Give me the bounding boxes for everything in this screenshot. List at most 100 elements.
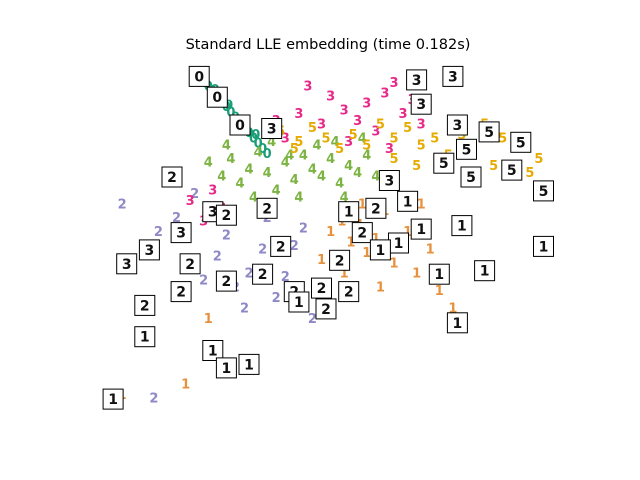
digit-label-0: 0 xyxy=(249,131,258,146)
digit-thumbnail: 2 xyxy=(179,253,201,275)
digit-label-4: 4 xyxy=(362,149,371,164)
digit-thumbnail: 1 xyxy=(397,190,419,212)
thumbnail-frame xyxy=(510,131,532,153)
digit-label-4: 4 xyxy=(217,170,226,185)
thumbnail-digit: 2 xyxy=(222,274,232,290)
thumbnail-frame xyxy=(102,388,124,410)
digit-label-1: 1 xyxy=(358,197,367,212)
digit-label-2: 2 xyxy=(154,225,163,240)
digit-thumbnail: 1 xyxy=(446,312,468,334)
digit-thumbnail: 5 xyxy=(478,121,500,143)
thumbnail-frame xyxy=(188,65,210,87)
thumbnail-digit: 0 xyxy=(235,118,245,134)
thumbnail-frame xyxy=(315,298,337,320)
digit-label-4: 4 xyxy=(353,166,362,181)
digit-label-4: 4 xyxy=(267,135,276,150)
digit-label-5: 5 xyxy=(412,159,421,174)
digit-label-4: 4 xyxy=(326,152,335,167)
digit-label-2: 2 xyxy=(222,229,231,244)
thumbnail-frame xyxy=(410,218,432,240)
thumbnail-digit: 5 xyxy=(516,135,526,151)
thumbnail-digit: 1 xyxy=(140,330,150,346)
digit-label-5: 5 xyxy=(534,152,543,167)
thumbnail-frame xyxy=(229,114,251,136)
digit-thumbnail: 3 xyxy=(406,69,428,91)
digit-label-3: 3 xyxy=(385,142,394,157)
digit-thumbnail: 3 xyxy=(138,239,160,261)
thumbnail-digit: 3 xyxy=(416,97,426,113)
digit-thumbnail: 1 xyxy=(288,291,310,313)
thumbnail-digit: 5 xyxy=(439,156,449,172)
thumbnail-digit: 1 xyxy=(480,264,490,280)
digit-label-5: 5 xyxy=(403,121,412,136)
thumbnail-frame xyxy=(252,263,274,285)
digit-label-1: 1 xyxy=(340,267,349,282)
thumbnail-frame xyxy=(215,270,237,292)
digit-label-4: 4 xyxy=(294,190,303,205)
thumbnail-frame xyxy=(256,197,278,219)
thumbnail-frame xyxy=(215,204,237,226)
thumbnail-frame xyxy=(206,86,228,108)
digit-thumbnail: 2 xyxy=(215,204,237,226)
digit-label-5: 5 xyxy=(290,142,299,157)
digit-thumbnail: 5 xyxy=(533,180,554,202)
digit-thumbnail: 2 xyxy=(329,249,351,271)
thumbnail-digit: 1 xyxy=(294,295,304,311)
thumbnail-frame xyxy=(478,121,500,143)
thumbnail-frame xyxy=(116,253,138,275)
digit-label-2: 2 xyxy=(272,291,281,306)
digit-label-2: 2 xyxy=(258,242,267,257)
digit-label-2: 2 xyxy=(190,187,199,202)
thumbnail-frame xyxy=(433,152,455,174)
digit-label-2: 2 xyxy=(281,270,290,285)
digit-label-5: 5 xyxy=(335,142,344,157)
digit-label-5: 5 xyxy=(349,128,358,143)
digit-label-2: 2 xyxy=(299,222,308,237)
digit-thumbnail: 1 xyxy=(202,340,224,361)
thumbnail-digit: 3 xyxy=(267,122,277,138)
thumbnail-digit: 3 xyxy=(122,257,132,273)
digit-label-2: 2 xyxy=(308,312,317,327)
thumbnail-frame xyxy=(369,239,391,261)
digit-thumbnail: 2 xyxy=(338,281,360,303)
digit-label-4: 4 xyxy=(317,170,326,185)
thumbnail-digit: 5 xyxy=(466,170,476,186)
digit-thumbnail: 5 xyxy=(456,138,477,160)
digit-thumbnail: 2 xyxy=(270,235,292,257)
thumbnail-frame xyxy=(451,215,473,237)
digit-label-5: 5 xyxy=(294,135,303,150)
chart-title: Standard LLE embedding (time 0.182s) xyxy=(186,37,471,53)
digit-label-1: 1 xyxy=(346,236,355,251)
thumbnail-digit: 1 xyxy=(222,361,232,377)
thumbnail-digit: 2 xyxy=(335,253,345,269)
digit-label-3: 3 xyxy=(380,86,389,101)
thumbnail-frame xyxy=(351,222,373,244)
digit-thumbnail: 1 xyxy=(215,357,237,379)
thumbnail-frame xyxy=(261,118,283,139)
digit-thumbnail: 1 xyxy=(533,235,554,257)
digit-label-4: 4 xyxy=(263,166,272,181)
digit-label-5: 5 xyxy=(417,138,426,153)
digit-thumbnail: 1 xyxy=(238,353,260,375)
thumbnail-digit: 1 xyxy=(376,243,386,259)
digit-label-1: 1 xyxy=(317,253,326,268)
thumbnail-digit: 1 xyxy=(344,205,354,221)
digit-thumbnail: 1 xyxy=(474,260,496,282)
digit-label-0: 0 xyxy=(258,142,267,157)
thumbnail-digit: 1 xyxy=(208,344,218,360)
digit-thumbnail: 1 xyxy=(102,388,124,410)
thumbnail-frame xyxy=(329,249,351,271)
thumbnail-frame xyxy=(138,239,160,261)
digit-label-0: 0 xyxy=(263,147,272,162)
thumbnail-digit: 2 xyxy=(140,298,150,314)
digit-thumbnail: 5 xyxy=(460,166,482,188)
digit-label-4: 4 xyxy=(335,177,344,192)
digit-thumbnail: 3 xyxy=(261,118,283,139)
digit-label-4: 4 xyxy=(371,170,380,185)
digit-label-3: 3 xyxy=(371,124,380,139)
digit-label-4: 4 xyxy=(312,138,321,153)
thumbnail-frame xyxy=(533,180,554,202)
digit-label-5: 5 xyxy=(389,152,398,167)
digit-thumbnail: 1 xyxy=(428,263,450,285)
thumbnail-frame xyxy=(134,326,156,348)
